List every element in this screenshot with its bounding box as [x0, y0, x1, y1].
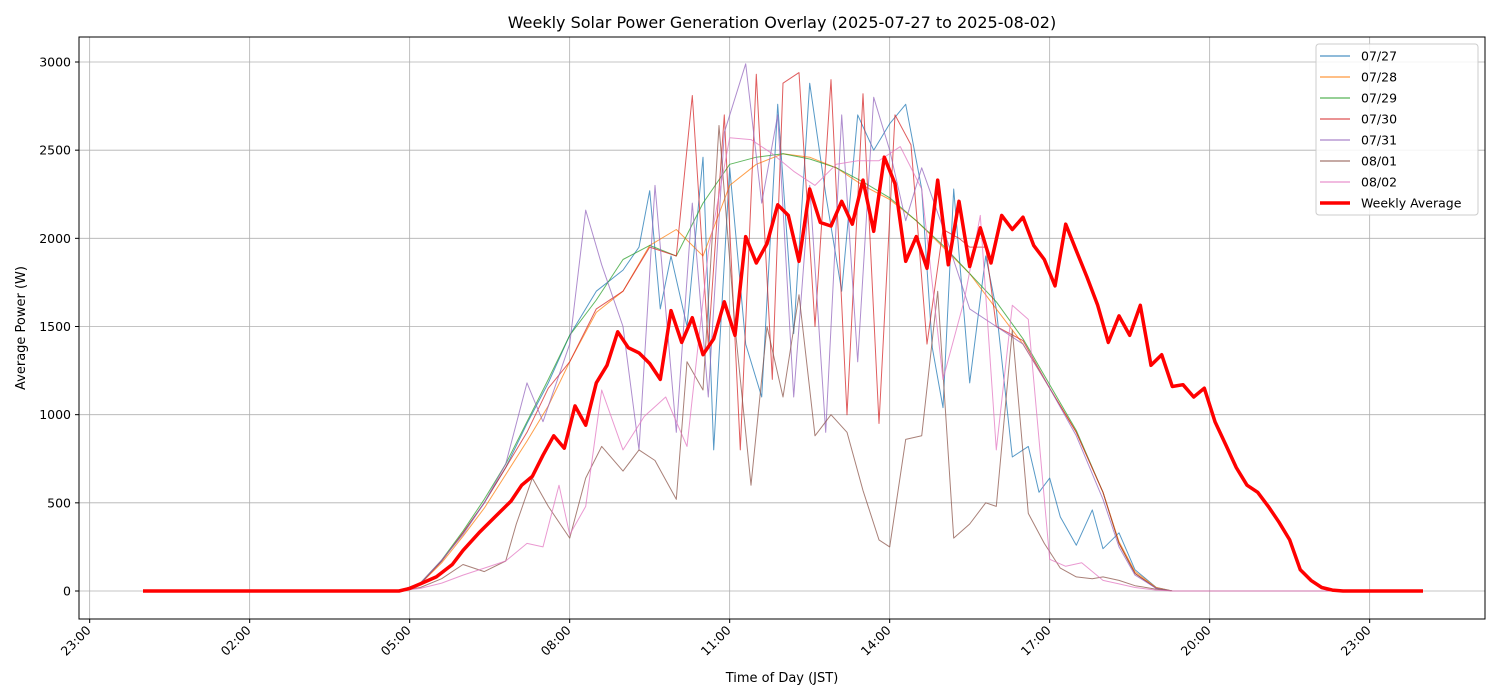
x-tick-label: 20:00: [1178, 622, 1214, 658]
x-tick-label: 23:00: [1338, 622, 1374, 658]
y-tick-label: 0: [63, 584, 71, 599]
x-tick-label: 08:00: [538, 622, 574, 658]
legend-label: 08/01: [1361, 154, 1397, 169]
series-line: [143, 125, 1423, 592]
y-tick-label: 2500: [39, 143, 71, 158]
chart-title: Weekly Solar Power Generation Overlay (2…: [508, 13, 1056, 32]
series-line-weekly-average: [143, 155, 1423, 593]
series-layer: [143, 63, 1423, 593]
plot-frame: [78, 36, 1486, 620]
y-tick-label: 3000: [39, 55, 71, 70]
legend-label: 07/29: [1361, 91, 1397, 106]
legend-label: 08/02: [1361, 175, 1397, 190]
legend: 07/27 07/28 07/29 07/30 07/31 08/01 08/02 Weekl…: [1315, 43, 1479, 216]
x-axis-label: Time of Day (JST): [725, 671, 839, 686]
y-tick-label: 1000: [39, 407, 71, 422]
series-line: [143, 153, 1423, 592]
x-tick-label: 02:00: [218, 622, 254, 658]
y-tick-label: 2000: [39, 231, 71, 246]
series-line: [143, 153, 1423, 592]
y-axis: 0 500 1000 1500 2000 2500 3000: [39, 55, 79, 599]
series-line: [143, 82, 1423, 592]
x-tick-label: 05:00: [378, 622, 414, 658]
series-line: [143, 137, 1423, 592]
x-tick-label: 14:00: [858, 622, 894, 658]
legend-label: 07/31: [1361, 133, 1397, 148]
legend-label: 07/27: [1361, 49, 1397, 64]
legend-label: 07/30: [1361, 112, 1397, 127]
y-tick-label: 1500: [39, 319, 71, 334]
x-tick-label: 23:00: [58, 622, 94, 658]
x-tick-label: 17:00: [1018, 622, 1054, 658]
legend-box: [1315, 43, 1479, 216]
y-axis-label: Average Power (W): [14, 266, 29, 390]
y-tick-label: 500: [47, 495, 71, 510]
series-line: [143, 63, 1423, 592]
x-axis: 23:00 02:00 05:00 08:00 11:00 14:00 17:00 20:00…: [58, 619, 1374, 659]
x-tick-label: 11:00: [698, 622, 734, 658]
legend-label: 07/28: [1361, 70, 1397, 85]
legend-label: Weekly Average: [1361, 196, 1462, 211]
